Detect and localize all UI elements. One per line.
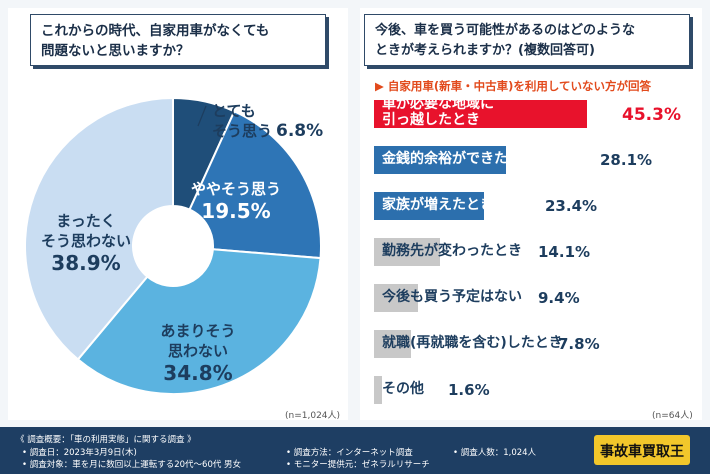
bar-value-1: 45.3% [622, 105, 681, 125]
survey-title: 《 調査概要：「車の利用実態」に関する調査 》 [16, 435, 196, 445]
respondent-note: ▶ 自家用車(新車・中古車)を利用していない方が回答 [375, 79, 652, 93]
pie-label-4: まったくそう思わない 38.9% [41, 212, 131, 275]
left-sample-size: (n=1,024人) [285, 411, 341, 421]
right-question-line2: ときが考えられますか？(複数回答可) [375, 43, 595, 58]
right-question-line1: 今後、車を買う可能性があるのはどのような [375, 23, 636, 38]
pie-chart: とてもそう思う 6.8% ややそう思う 19.5% あまりそう思わない 34.8% まったく… [24, 96, 323, 395]
survey-provider: • モニター提供元：ゼネラルリサーチ [286, 460, 430, 470]
bar-value-2: 28.1% [600, 151, 653, 169]
right-question-box: 今後、車を買う可能性があるのはどのような ときが考えられますか？(複数回答可) [364, 14, 690, 66]
bar-label-5: 今後も買う予定はない [382, 289, 522, 305]
left-question-line1: これからの時代、自家用車がなくても [41, 23, 270, 39]
bar-label-2: 金銭的余裕ができたとき [382, 151, 536, 167]
bar-1 [374, 100, 587, 128]
survey-count: • 調査人数：1,024人 [453, 448, 537, 458]
survey-footer: 《 調査概要：「車の利用実態」に関する調査 》 • 調査日：2023年3月9日(… [0, 427, 710, 474]
bar-6 [374, 330, 411, 358]
bar-label-1: 車が必要な地域に 引っ越したとき [382, 96, 494, 128]
pie-value-4: 38.9% [51, 251, 120, 275]
bar-label-4: 勤務先が変わったとき [382, 243, 522, 259]
bar-value-6: 7.8% [558, 335, 600, 353]
bar-4 [374, 238, 441, 266]
pie-leader-line [197, 105, 207, 127]
bar-value-7: 1.6% [448, 381, 490, 399]
pie-value-3: 34.8% [163, 361, 232, 385]
bar-label-7: その他 [382, 381, 424, 397]
pie-slice-not-really [76, 248, 322, 395]
bar-7 [374, 376, 382, 404]
survey-target: • 調査対象：車を月に数回以上運転する20代〜60代 男女 [22, 460, 242, 470]
pie-slice-somewhat [188, 109, 322, 260]
brand-logo: 事故車買取王 [594, 435, 690, 465]
left-question-box: これからの時代、自家用車がなくても 問題ないと思いますか？ [30, 14, 326, 66]
survey-method: • 調査方法：インターネット調査 [286, 448, 413, 458]
survey-date: • 調査日：2023年3月9日(木) [22, 448, 137, 458]
left-question-line2: 問題ないと思いますか？ [41, 43, 190, 59]
pie-label-2: ややそう思う 19.5% [191, 180, 281, 223]
bar-label-3: 家族が増えたとき [382, 197, 494, 213]
bar-5 [374, 284, 419, 312]
right-panel: 今後、車を買う可能性があるのはどのような ときが考えられますか？(複数回答可) … [360, 8, 702, 421]
pie-label-3: あまりそう思わない 34.8% [160, 322, 235, 385]
pie-value-2: 19.5% [201, 199, 270, 223]
bar-label-6: 就職(再就職を含む)したとき [382, 335, 563, 351]
right-sample-size: (n=64人) [652, 411, 693, 421]
bar-value-5: 9.4% [538, 289, 580, 307]
pie-label-1: とてもそう思う 6.8% [212, 102, 323, 141]
left-panel: これからの時代、自家用車がなくても 問題ないと思いますか？ とてもそう思う 6.8… [8, 8, 348, 421]
bar-2 [374, 146, 507, 174]
bar-3 [374, 192, 484, 220]
bar-value-3: 23.4% [545, 197, 598, 215]
pie-slice-not-at-all [24, 96, 174, 361]
brand-logo-text: 事故車買取王 [600, 444, 684, 460]
bar-value-4: 14.1% [538, 243, 591, 261]
